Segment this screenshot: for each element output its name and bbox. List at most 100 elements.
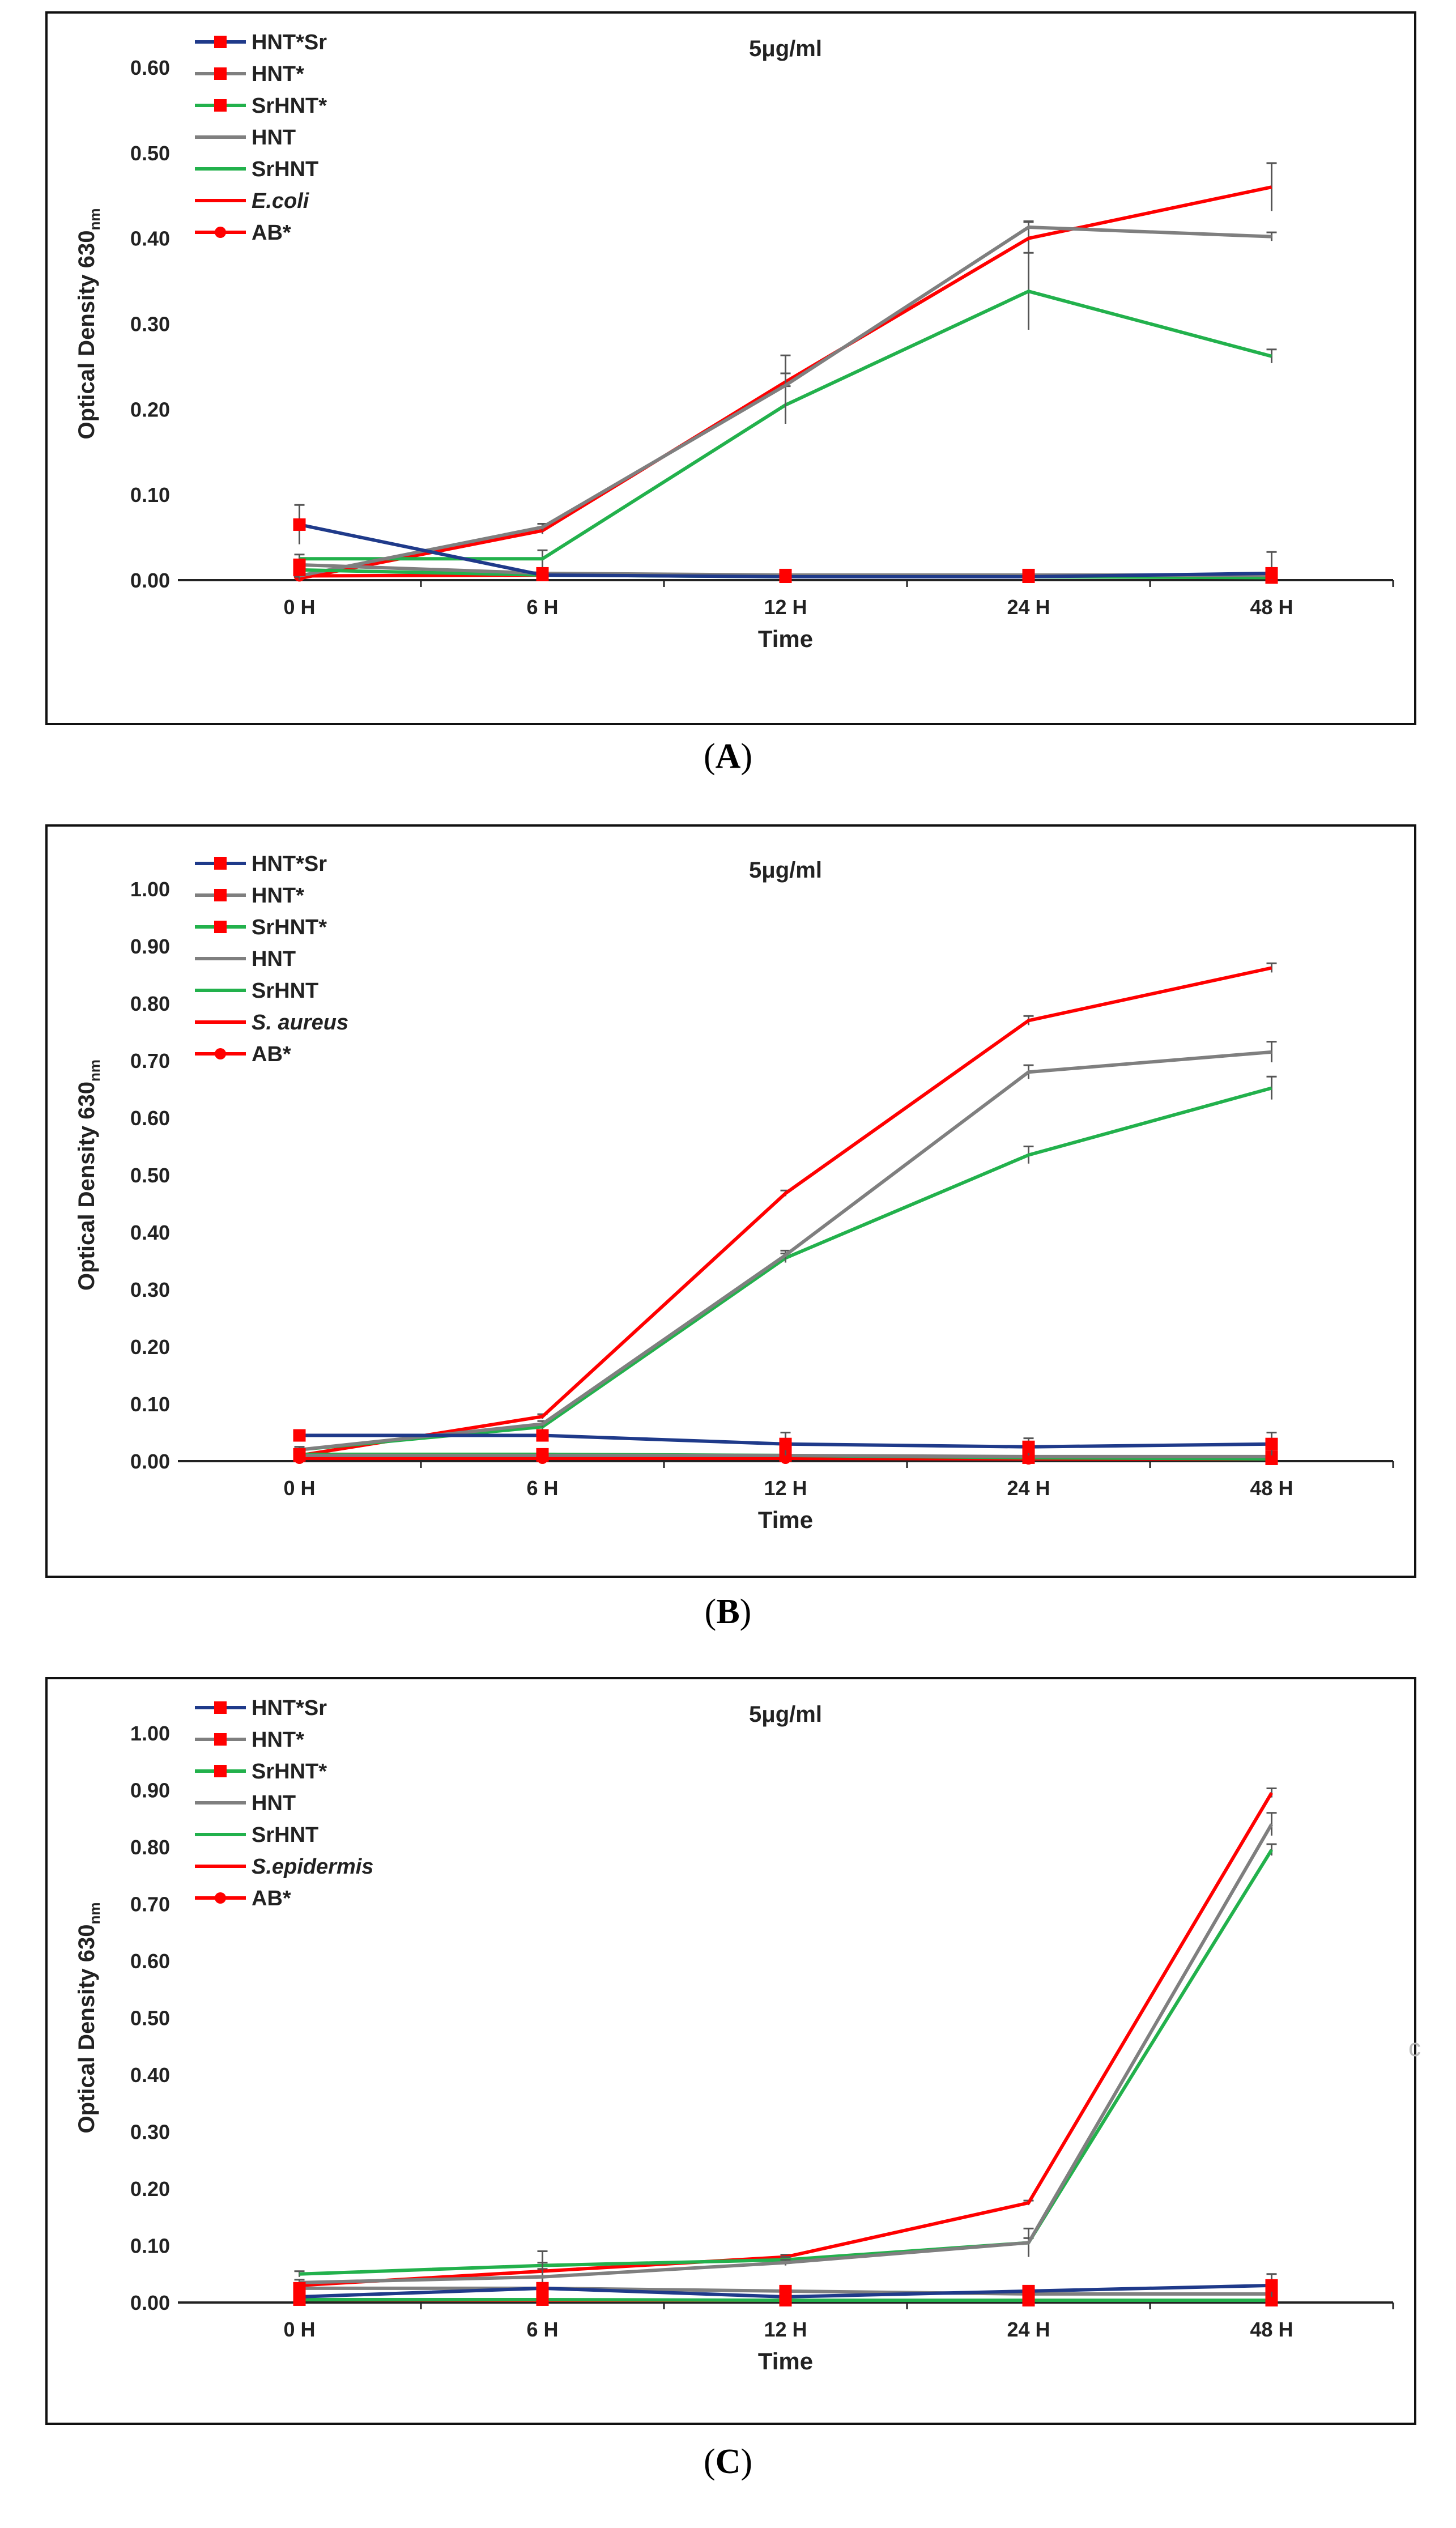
series-s-epidermis bbox=[294, 1787, 1277, 2287]
x-tick-label: 6 H bbox=[526, 2318, 558, 2341]
y-tick-label: 0.00 bbox=[130, 569, 170, 592]
legend-item-srhnt: SrHNT bbox=[195, 1823, 318, 1847]
y-tick-label: 0.20 bbox=[130, 2177, 170, 2201]
legend-label: HNT* bbox=[252, 62, 304, 86]
legend-item-ab: AB* bbox=[195, 1887, 291, 1910]
y-tick-label: 0.00 bbox=[130, 1450, 170, 1473]
legend-item-hnt: HNT bbox=[195, 1791, 296, 1815]
chart-panel-a: 5μg/ml 0.00 0.10 0.20 0.30 0.40 0.50 0.60 0 H 6 H… bbox=[45, 11, 1416, 725]
chart-title: 5μg/ml bbox=[749, 36, 822, 61]
legend-marker bbox=[215, 1892, 226, 1904]
data-point bbox=[536, 2282, 549, 2295]
series-line bbox=[299, 966, 1272, 1457]
legend-label: AB* bbox=[252, 221, 291, 245]
y-tick-label: 0.60 bbox=[130, 1950, 170, 1973]
legend-item-hnt: HNT* bbox=[195, 884, 304, 908]
legend-marker bbox=[214, 36, 227, 48]
legend-item-s-aureus: S. aureus bbox=[195, 1011, 348, 1035]
legend-marker bbox=[214, 889, 227, 901]
series-hnt-sr bbox=[293, 2273, 1278, 2303]
legend-label: HNT bbox=[252, 1791, 296, 1815]
legend-label: AB* bbox=[252, 1042, 291, 1066]
x-axis-label: Time bbox=[758, 1506, 813, 1533]
series-hnt bbox=[294, 1812, 1277, 2303]
legend-item-hnt: HNT bbox=[195, 947, 296, 971]
legend-label: HNT bbox=[252, 947, 296, 971]
legend-item-srhnt: SrHNT bbox=[195, 158, 318, 181]
legend-item-srhnt: SrHNT* bbox=[195, 916, 327, 939]
y-axis-label-subscript: nm bbox=[86, 1902, 103, 1924]
x-tick-label: 0 H bbox=[283, 595, 315, 619]
y-tick-label: 0.20 bbox=[130, 1335, 170, 1359]
data-point bbox=[293, 1429, 306, 1442]
x-tick-label: 6 H bbox=[526, 595, 558, 619]
series-hnt bbox=[294, 1041, 1277, 1453]
legend-label: SrHNT* bbox=[252, 1760, 327, 1784]
data-point bbox=[536, 2293, 549, 2306]
x-tick-label: 48 H bbox=[1250, 2318, 1293, 2341]
data-point bbox=[1022, 570, 1035, 583]
x-tick-label: 0 H bbox=[283, 2318, 315, 2341]
legend-label: HNT* bbox=[252, 884, 304, 908]
legend-item-hnt-sr: HNT*Sr bbox=[195, 1696, 327, 1720]
data-point bbox=[293, 2290, 306, 2303]
legend-label: HNT*Sr bbox=[252, 31, 327, 54]
series-s-aureus bbox=[294, 962, 1277, 1457]
x-tick-label: 48 H bbox=[1250, 595, 1293, 619]
x-axis-label: Time bbox=[758, 2348, 813, 2374]
y-axis-label-subscript: nm bbox=[86, 1059, 103, 1082]
data-point bbox=[779, 1437, 792, 1450]
legend-label: HNT*Sr bbox=[252, 852, 327, 876]
legend-label: SrHNT bbox=[252, 979, 318, 1003]
legend-label: HNT*Sr bbox=[252, 1696, 327, 1720]
data-point bbox=[1022, 1450, 1035, 1463]
legend-marker bbox=[214, 67, 227, 80]
caption-close: ) bbox=[739, 1593, 752, 1631]
data-point bbox=[1265, 1437, 1278, 1450]
legend-marker bbox=[214, 1733, 227, 1746]
legend-item-ab: AB* bbox=[195, 1042, 291, 1066]
data-point bbox=[293, 1449, 306, 1462]
x-tick-label: 12 H bbox=[764, 2318, 807, 2341]
legend-label: HNT bbox=[252, 126, 296, 150]
legend-item-hnt-sr: HNT*Sr bbox=[195, 31, 327, 54]
chart-panel-b: 5μg/ml 0.00 0.10 0.20 0.30 0.40 0.50 0.60 0.70 0.… bbox=[45, 824, 1416, 1578]
y-tick-label: 0.50 bbox=[130, 1164, 170, 1187]
caption-letter: B bbox=[716, 1593, 740, 1631]
caption-a: (A) bbox=[0, 737, 1456, 777]
y-tick-label: 0.60 bbox=[130, 56, 170, 79]
legend-label: SrHNT bbox=[252, 158, 318, 181]
y-tick-label: 0.70 bbox=[130, 1893, 170, 1916]
caption-close: ) bbox=[740, 2442, 753, 2481]
x-tick-label: 24 H bbox=[1007, 1476, 1050, 1500]
data-point bbox=[1022, 2284, 1035, 2297]
x-tick-label: 24 H bbox=[1007, 595, 1050, 619]
y-tick-label: 0.90 bbox=[130, 935, 170, 958]
data-point bbox=[536, 568, 549, 581]
x-tick-label: 6 H bbox=[526, 1476, 558, 1500]
chart-panel-c: 5μg/ml 0.00 0.10 0.20 0.30 0.40 0.50 0.60 0.70 0.… bbox=[45, 1677, 1416, 2425]
y-tick-label: 0.40 bbox=[130, 1221, 170, 1244]
legend-label: HNT* bbox=[252, 1728, 304, 1752]
series-line bbox=[299, 1823, 1274, 2284]
legend-item-srhnt: SrHNT* bbox=[195, 1760, 327, 1784]
legend-label: E.coli bbox=[252, 189, 310, 213]
legend-label: SrHNT* bbox=[252, 94, 327, 118]
y-tick-label: 0.40 bbox=[130, 227, 170, 250]
series-hnt-sr bbox=[293, 1429, 1278, 1455]
caption-letter: C bbox=[715, 2442, 741, 2481]
y-axis-label-subscript: nm bbox=[86, 208, 103, 230]
y-tick-label: 0.30 bbox=[130, 2121, 170, 2144]
data-point bbox=[779, 570, 792, 583]
series-srhnt bbox=[294, 1843, 1277, 2277]
series-line bbox=[299, 1086, 1272, 1452]
y-tick-label: 0.90 bbox=[130, 1779, 170, 1802]
caption-letter: A bbox=[715, 737, 741, 776]
y-tick-label: 1.00 bbox=[130, 1722, 170, 1745]
chart-title: 5μg/ml bbox=[749, 858, 822, 883]
data-point bbox=[536, 1429, 549, 1442]
series-line bbox=[299, 290, 1272, 561]
legend-item-srhnt: SrHNT* bbox=[195, 94, 327, 118]
data-point bbox=[1022, 1440, 1035, 1453]
y-tick-label: 0.30 bbox=[130, 313, 170, 336]
